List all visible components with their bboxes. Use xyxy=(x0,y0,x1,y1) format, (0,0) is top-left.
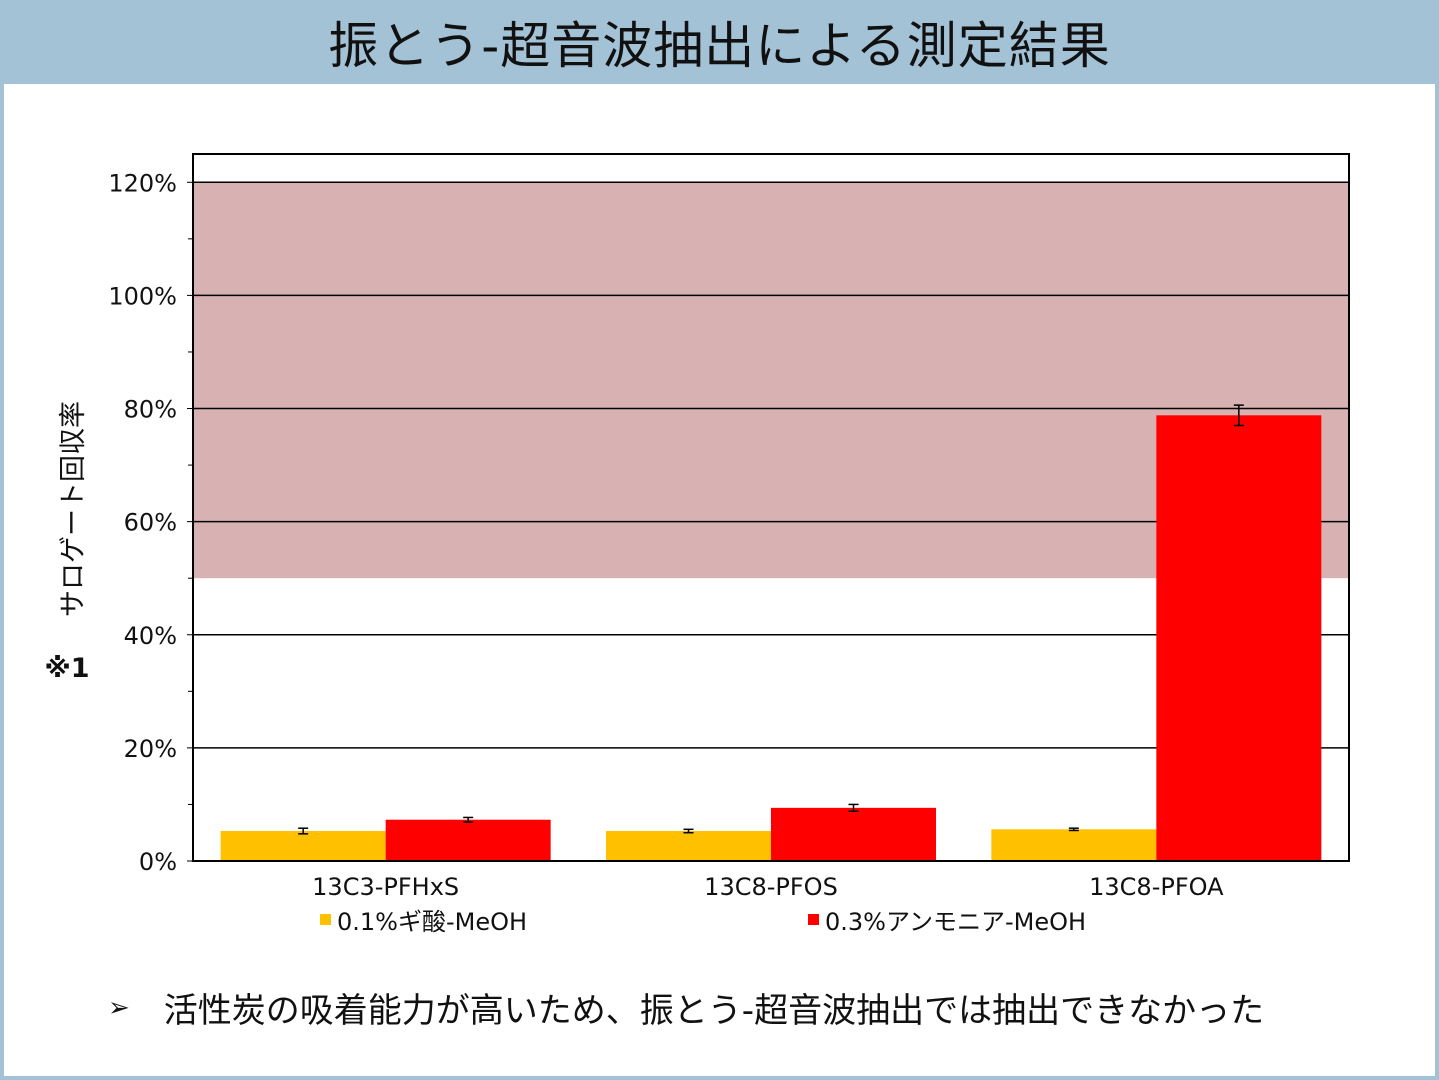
conclusion-text: 活性炭の吸着能力が高いため、振とう-超音波抽出では抽出できなかった xyxy=(163,991,1265,1031)
title-bar: 振とう-超音波抽出による測定結果 xyxy=(0,0,1439,84)
legend-label-2: 0.3%アンモニア-MeOH xyxy=(825,908,1086,936)
arrow-bullet-icon: ➢ xyxy=(108,992,130,1023)
y-tick-label: 80% xyxy=(124,396,177,424)
legend-label-1: 0.1%ギ酸-MeOH xyxy=(337,908,527,936)
bar-formic-1 xyxy=(220,831,386,861)
y-axis-note: ※1 xyxy=(44,653,89,684)
bar-ammonia-1 xyxy=(385,819,551,861)
legend-swatch-2 xyxy=(808,914,819,925)
slide-title: 振とう-超音波抽出による測定結果 xyxy=(328,17,1111,75)
x-category-label: 13C3-PFHxS xyxy=(312,873,459,901)
recovery-bar-chart: 0% 20% 40% 60% 80% 100% 120% 13C3-PFHxS 13C8-PFO… xyxy=(44,153,1350,936)
y-tick-label: 100% xyxy=(108,282,177,310)
y-tick-label: 60% xyxy=(124,509,177,537)
bar-formic-2 xyxy=(606,831,771,861)
legend-swatch-1 xyxy=(320,914,331,925)
y-axis-title: サロゲート回収率 xyxy=(58,401,89,617)
bar-ammonia-3 xyxy=(1156,415,1322,861)
bar-ammonia-2 xyxy=(771,807,936,861)
bar-formic-3 xyxy=(991,829,1157,861)
conclusion-bullet: ➢ 活性炭の吸着能力が高いため、振とう-超音波抽出では抽出できなかった xyxy=(108,983,1264,1032)
x-category-label: 13C8-PFOA xyxy=(1089,873,1224,901)
x-category-label: 13C8-PFOS xyxy=(704,873,838,901)
y-tick-label: 40% xyxy=(124,622,177,650)
y-tick-label: 20% xyxy=(124,735,177,763)
y-tick-label: 120% xyxy=(108,169,177,197)
plot-frame xyxy=(192,153,1350,862)
content-panel: 0% 20% 40% 60% 80% 100% 120% 13C3-PFHxS 13C8-PFO… xyxy=(4,84,1435,1076)
y-tick-label: 0% xyxy=(139,848,177,876)
